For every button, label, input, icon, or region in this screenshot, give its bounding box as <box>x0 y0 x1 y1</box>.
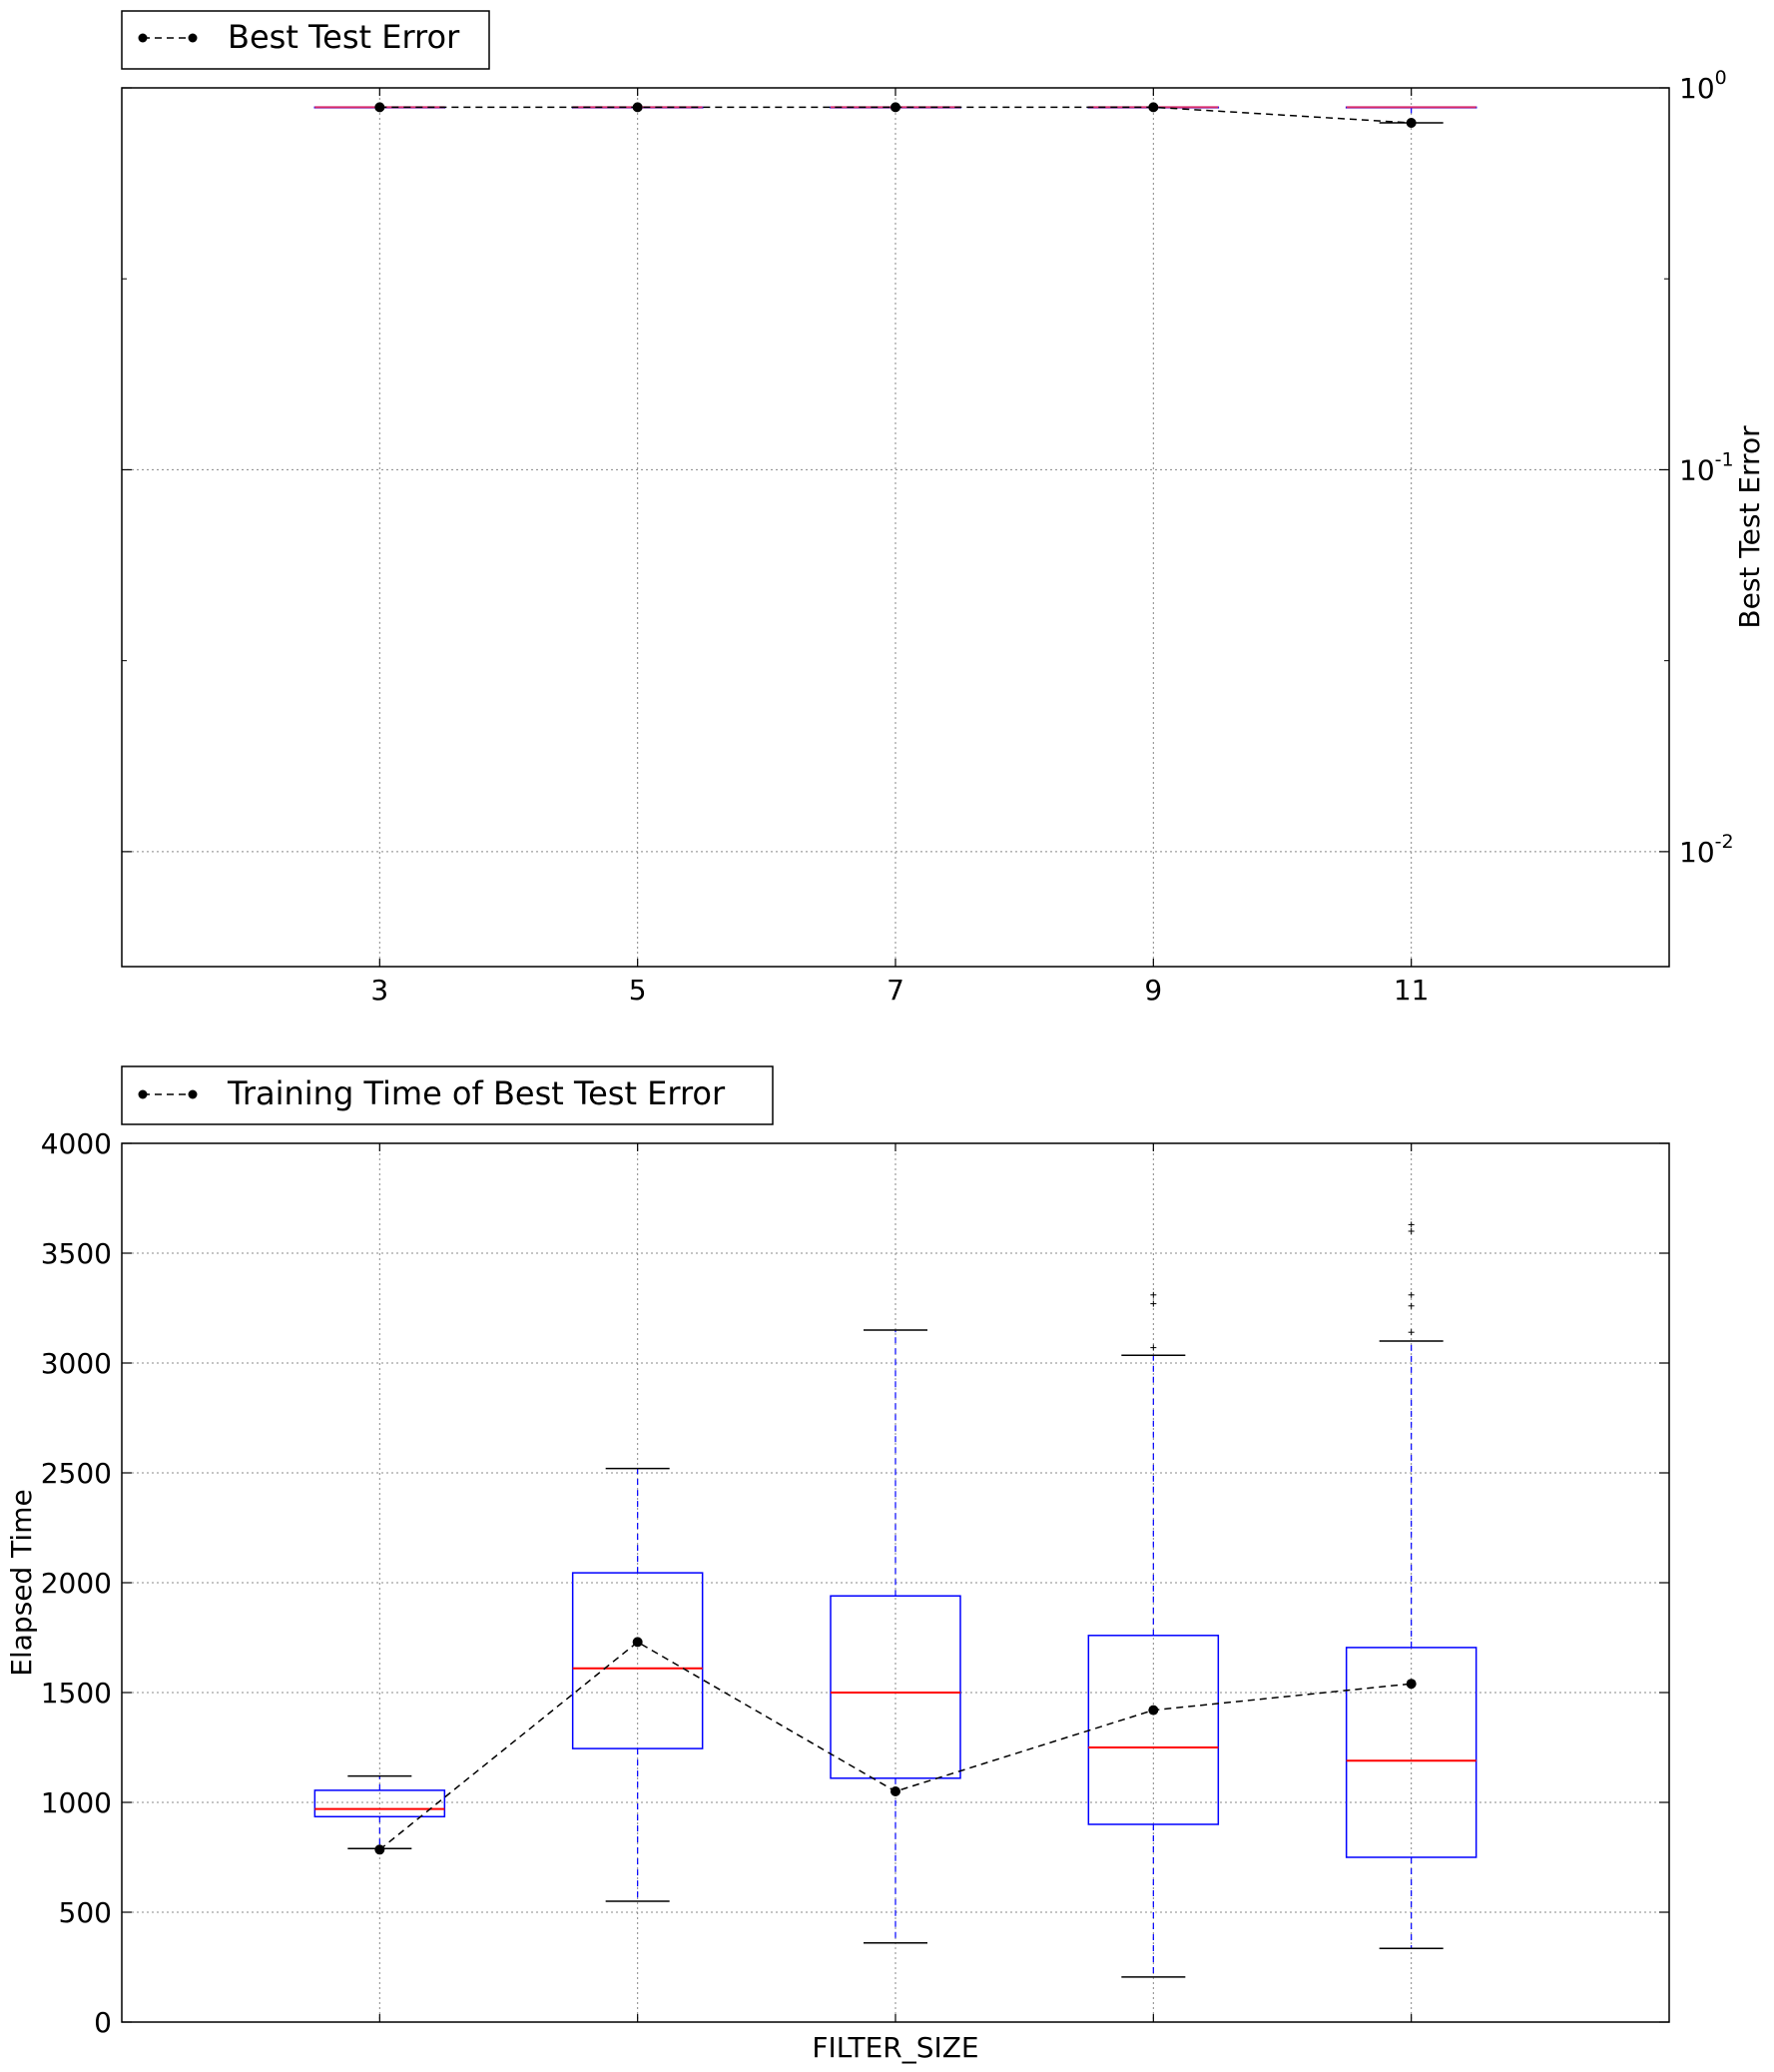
bottom-y-tick-label: 3500 <box>41 1237 112 1270</box>
bottom-box <box>571 1467 704 1902</box>
bottom-series-point <box>1406 1679 1417 1690</box>
bottom-boxes <box>313 1221 1478 1978</box>
top-y-tick-label: 10-1 <box>1679 448 1734 486</box>
bottom-chart: Training Time of Best Test Error 0 500 100… <box>5 1065 1670 2064</box>
bottom-legend-marker <box>188 1089 198 1099</box>
top-series-point <box>632 102 643 113</box>
bottom-box <box>830 1329 961 1944</box>
bottom-box-outlier <box>1408 1329 1415 1336</box>
top-y-axis-label: Best Test Error <box>1733 425 1766 629</box>
bottom-box-body <box>1345 1647 1478 1858</box>
top-series-point <box>890 102 900 113</box>
bottom-box-outlier <box>1408 1302 1415 1309</box>
bottom-series <box>374 1637 1417 1855</box>
top-legend: Best Test Error <box>121 10 490 70</box>
bottom-series-point <box>632 1637 643 1648</box>
bottom-y-tick-label: 2000 <box>41 1567 112 1600</box>
bottom-y-tick-label: 2500 <box>41 1457 112 1490</box>
bottom-x-ticks <box>378 1143 1413 2022</box>
top-x-tick-label: 7 <box>887 974 904 1007</box>
top-series-point <box>1406 117 1417 128</box>
top-x-tick-label: 11 <box>1394 974 1430 1007</box>
bottom-legend-marker <box>138 1089 148 1099</box>
top-x-ticks: 3 5 7 9 11 <box>370 88 1429 1007</box>
bottom-y-axis-label: Elapsed Time <box>5 1489 38 1676</box>
bottom-series-point <box>890 1786 900 1796</box>
top-x-tick-label: 3 <box>370 974 388 1007</box>
bottom-legend-frame <box>121 1065 774 1125</box>
bottom-legend: Training Time of Best Test Error <box>121 1065 774 1125</box>
bottom-box-outlier <box>1150 1300 1157 1307</box>
bottom-box-outlier <box>1150 1344 1157 1351</box>
top-grid <box>122 87 1669 967</box>
top-x-tick-label: 5 <box>629 974 647 1007</box>
top-series <box>374 102 1417 128</box>
top-y-tick-label: 100 <box>1679 67 1727 105</box>
top-legend-frame <box>121 10 490 70</box>
top-series-point <box>374 102 385 113</box>
bottom-box <box>1345 1221 1478 1950</box>
top-y-ticks: 100 10-1 10-2 <box>122 67 1734 869</box>
top-legend-marker <box>138 33 148 43</box>
bottom-box-outlier <box>1408 1291 1415 1298</box>
top-y-tick-label: 10-2 <box>1679 831 1734 869</box>
bottom-series-point <box>374 1844 385 1855</box>
bottom-box-outlier <box>1150 1291 1157 1298</box>
bottom-y-tick-label: 1000 <box>41 1786 112 1819</box>
bottom-series-point <box>1148 1705 1159 1716</box>
bottom-box-body <box>571 1572 704 1749</box>
bottom-y-tick-label: 4000 <box>41 1127 112 1160</box>
bottom-y-tick-label: 500 <box>59 1896 112 1929</box>
bottom-y-tick-label: 1500 <box>41 1677 112 1710</box>
top-legend-label: Best Test Error <box>228 18 460 56</box>
bottom-legend-label: Training Time of Best Test Error <box>227 1074 726 1112</box>
bottom-box <box>1087 1291 1220 1978</box>
bottom-x-axis-label: FILTER_SIZE <box>812 2031 978 2064</box>
bottom-box-outlier <box>1408 1228 1415 1234</box>
bottom-box-body <box>830 1595 961 1779</box>
top-series-point <box>1148 102 1159 113</box>
bottom-y-tick-label: 3000 <box>41 1347 112 1380</box>
bottom-y-tick-label: 0 <box>94 2006 112 2039</box>
bottom-box-body <box>313 1789 446 1818</box>
top-chart: Best Test Error 3 5 7 9 11 100 10-1 10-2 Best … <box>121 10 1766 1007</box>
bottom-y-ticks: 0 500 1000 1500 2000 2500 3000 3500 4000 <box>41 1127 1669 2039</box>
top-legend-marker <box>188 33 198 43</box>
top-x-tick-label: 9 <box>1144 974 1162 1007</box>
bottom-box-outlier <box>1408 1221 1415 1228</box>
